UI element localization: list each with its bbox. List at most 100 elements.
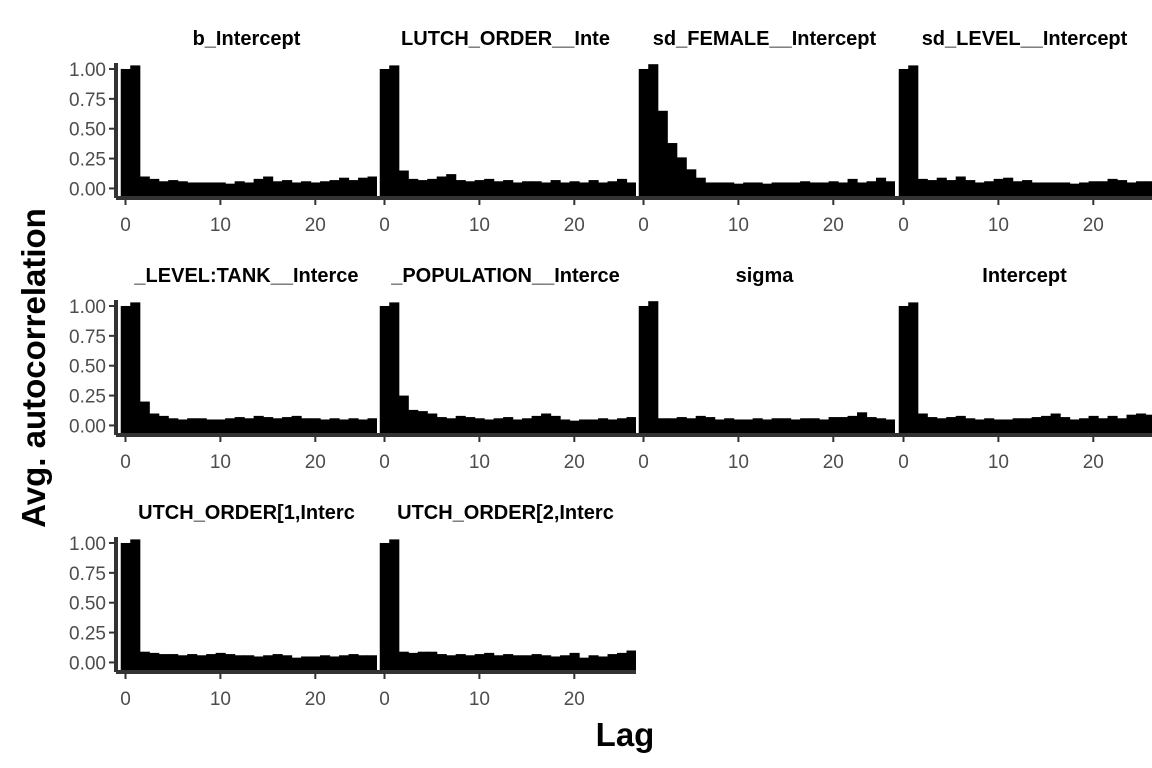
acf-bar (168, 418, 179, 435)
y-tick-label: 1.00 (69, 534, 106, 555)
x-tick-label: 0 (638, 452, 649, 473)
y-tick-label: 1.00 (69, 297, 106, 318)
acf-bar (705, 417, 716, 435)
acf-bar (617, 652, 628, 672)
facet-title: b_Intercept (193, 28, 301, 50)
acf-bar (667, 143, 678, 198)
acf-bar (676, 157, 687, 198)
bar-series (379, 539, 636, 672)
acf-bar (809, 418, 820, 435)
acf-bar (657, 110, 668, 198)
y-tick-label: 0.50 (69, 120, 106, 141)
acf-bar (120, 68, 131, 198)
acf-bar (263, 655, 274, 672)
acf-bar (569, 652, 580, 672)
acf-bar (648, 301, 659, 435)
acf-bar (1012, 181, 1023, 198)
acf-bar (876, 418, 887, 435)
acf-bar (974, 182, 985, 198)
bar-series (120, 539, 377, 672)
facet-title: _POPULATION__Interce (390, 265, 620, 287)
acf-bar (828, 181, 839, 198)
facet-title: _LEVEL:TANK__Interce (133, 265, 358, 287)
acf-bar (168, 654, 179, 672)
x-axis-title: Lag (596, 716, 655, 753)
x-tick-label: 20 (823, 452, 844, 473)
acf-bar (638, 68, 649, 198)
acf-bar (714, 419, 725, 435)
x-tick-label: 0 (120, 215, 131, 236)
acf-bar (367, 655, 377, 672)
acf-bar (1088, 415, 1099, 435)
acf-bar (301, 418, 312, 435)
acf-bar (215, 182, 226, 198)
y-tick-label: 0.50 (69, 357, 106, 378)
acf-bar (291, 182, 302, 198)
acf-bar (984, 418, 995, 435)
acf-bar (234, 181, 245, 198)
acf-bar (819, 182, 830, 198)
y-tick-label: 0.50 (69, 594, 106, 615)
acf-bar (531, 415, 542, 435)
acf-bar (638, 305, 649, 435)
acf-bar (1031, 182, 1042, 198)
acf-bar (455, 415, 466, 435)
acf-bar (1012, 418, 1023, 435)
acf-bar (367, 176, 377, 198)
facet-panel: sd_LEVEL__Intercept 0 10 20 (894, 28, 1152, 236)
facet-panel: UTCH_ORDER[1,Interc 0 10 20 0.00 0.25 0.50 0.75… (69, 502, 377, 710)
acf-bar (1041, 415, 1052, 435)
acf-bar (493, 655, 504, 672)
facet-panel: LUTCH_ORDER__Inte 0 10 20 (375, 28, 636, 236)
acf-bar (686, 418, 697, 435)
acf-bar (762, 419, 773, 435)
acf-bar (339, 419, 350, 435)
acf-bar (474, 654, 485, 672)
acf-bar (196, 418, 207, 435)
acf-bar (436, 654, 447, 672)
facet-panel: Intercept 0 10 20 (894, 265, 1152, 473)
acf-bar (512, 419, 523, 435)
y-tick-label: 0.75 (69, 327, 106, 348)
bar-series (638, 64, 895, 198)
bar-series (898, 65, 1152, 198)
acf-bar (695, 415, 706, 435)
x-tick-label: 20 (1083, 215, 1104, 236)
acf-bar (1050, 182, 1061, 198)
acf-bar (1088, 181, 1099, 198)
acf-bar (253, 178, 264, 198)
bar-series (379, 65, 636, 198)
acf-bar (282, 180, 293, 198)
x-tick-label: 0 (379, 689, 390, 710)
acf-bar (898, 305, 909, 435)
acf-bar (946, 180, 957, 198)
acf-bar (522, 181, 533, 198)
acf-bar (120, 542, 131, 672)
acf-bar (733, 183, 744, 198)
x-tick-label: 0 (379, 215, 390, 236)
x-tick-label: 10 (210, 452, 231, 473)
acf-bar (206, 419, 217, 435)
acf-bar (626, 182, 636, 198)
facet-panel: _POPULATION__Interce 0 10 20 (375, 265, 636, 473)
acf-bar (550, 415, 561, 435)
acf-bar (310, 656, 321, 672)
x-tick-label: 10 (469, 689, 490, 710)
acf-bar (358, 177, 369, 198)
acf-bar (120, 305, 131, 435)
acf-bar (503, 417, 514, 435)
acf-bar (598, 182, 609, 198)
acf-bar (771, 418, 782, 435)
acf-bar (955, 415, 966, 435)
acf-bar (695, 177, 706, 198)
x-tick-label: 0 (379, 452, 390, 473)
acf-bar (301, 181, 312, 198)
acf-bar (579, 657, 590, 672)
acf-bar (588, 419, 599, 435)
acf-bar (927, 417, 938, 435)
acf-bar (348, 180, 359, 198)
acf-bar (149, 652, 160, 672)
acf-bar (560, 655, 571, 672)
acf-bar (417, 180, 428, 198)
